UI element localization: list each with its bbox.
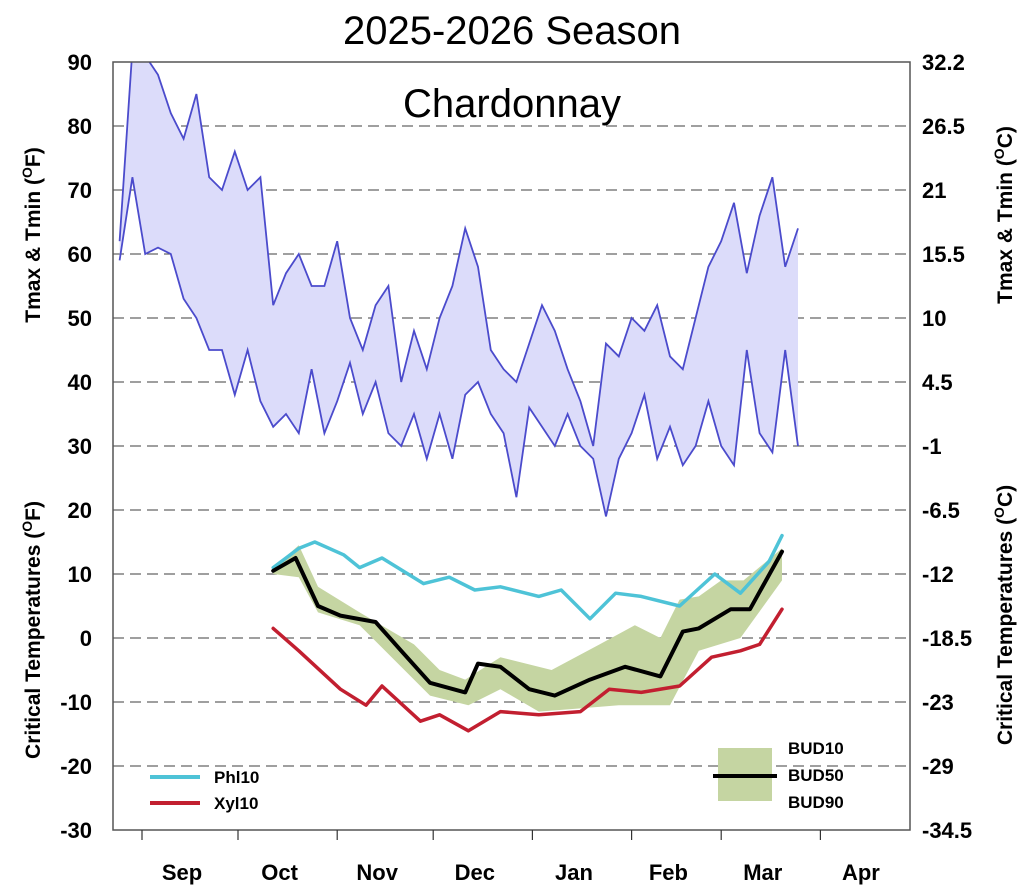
right-tick-label: -29 (922, 754, 954, 779)
ylabel-bottom-right: Critical Temperatures (OC) (991, 485, 1017, 745)
temperature-range-fill (119, 62, 798, 517)
right-tick-label: -6.5 (922, 498, 960, 523)
right-tick-label: 10 (922, 306, 946, 331)
right-tick-label: 4.5 (922, 370, 953, 395)
month-label: Mar (743, 860, 783, 885)
axis-labels: Tmax & Tmin (OF) Critical Temperatures (… (19, 126, 1017, 759)
legend-label-bud10: BUD10 (788, 739, 844, 758)
month-label: Jan (555, 860, 593, 885)
ylabel-top-right: Tmax & Tmin (OC) (991, 126, 1017, 304)
month-label: Sep (162, 860, 202, 885)
legend-label-bud50: BUD50 (788, 766, 844, 785)
bud10-bud90-band (273, 545, 782, 712)
left-tick-label: 80 (68, 114, 92, 139)
left-tick-label: 50 (68, 306, 92, 331)
left-tick-label: -20 (60, 754, 92, 779)
chart-title: 2025-2026 Season (343, 9, 681, 53)
tmax-line (118, 62, 799, 447)
legend-left: Phl10 Xyl10 (150, 768, 259, 813)
series-xyl10-line (271, 607, 784, 733)
left-tick-label: 70 (68, 178, 92, 203)
right-tick-label: -18.5 (922, 626, 972, 651)
left-tick-label: 0 (80, 626, 92, 651)
month-label: Oct (261, 860, 298, 885)
ylabel-bottom-left: Critical Temperatures (OF) (19, 501, 45, 759)
month-label: Nov (356, 860, 398, 885)
ylabel-top-left: Tmax & Tmin (OF) (19, 147, 45, 322)
month-label: Feb (649, 860, 688, 885)
right-tick-label: 32.2 (922, 50, 965, 75)
right-tick-label: 15.5 (922, 242, 965, 267)
left-tick-label: 30 (68, 434, 92, 459)
temperature-series (118, 62, 799, 517)
critical-temperature-series (271, 533, 784, 733)
series-bud50-line (271, 549, 784, 698)
left-tick-label: -30 (60, 818, 92, 843)
month-label: Apr (842, 860, 880, 885)
left-tick-label: 60 (68, 242, 92, 267)
left-tick-label: 20 (68, 498, 92, 523)
tmin-line (118, 177, 799, 517)
right-tick-label: -1 (922, 434, 942, 459)
plot-frame (112, 61, 911, 831)
left-tick-label: 40 (68, 370, 92, 395)
right-tick-label: 26.5 (922, 114, 965, 139)
month-label: Dec (455, 860, 495, 885)
left-tick-label: 90 (68, 50, 92, 75)
right-tick-label: -23 (922, 690, 954, 715)
chart-subtitle: Chardonnay (403, 82, 621, 126)
left-tick-label: -10 (60, 690, 92, 715)
series-phl10-line (271, 533, 784, 621)
right-tick-label: 21 (922, 178, 946, 203)
legend-label-bud90: BUD90 (788, 793, 844, 812)
right-tick-label: -12 (922, 562, 954, 587)
legend-label-phl10: Phl10 (214, 768, 259, 787)
legend-label-xyl10: Xyl10 (214, 794, 258, 813)
legend-right: BUD10 BUD50 BUD90 (713, 739, 844, 812)
left-tick-label: 10 (68, 562, 92, 587)
right-tick-label: -34.5 (922, 818, 972, 843)
